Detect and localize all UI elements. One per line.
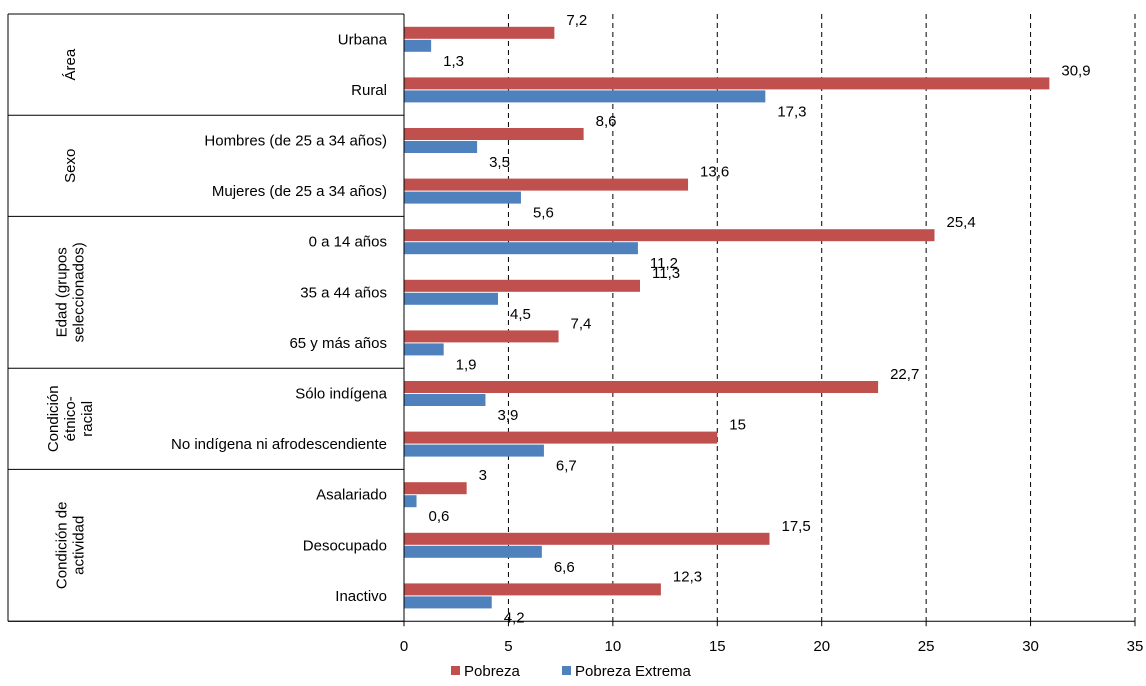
group-label: Sexo — [62, 149, 79, 183]
bar-pobreza-extrema — [404, 39, 432, 52]
data-label-pobreza: 3 — [479, 467, 487, 484]
data-label-pobreza: 11,3 — [652, 265, 680, 282]
x-tick-label: 25 — [918, 638, 935, 655]
data-label-pobreza-extrema: 17,3 — [777, 103, 806, 120]
legend-swatch-pobreza-extrema — [562, 666, 571, 675]
group-label-line: racial — [79, 401, 96, 437]
bar-pobreza-extrema — [404, 545, 542, 558]
legend-label-pobreza-extrema: Pobreza Extrema — [575, 663, 692, 680]
gridlines — [507, 14, 1136, 622]
bar-pobreza-extrema — [404, 242, 638, 255]
data-label-pobreza: 7,2 — [566, 12, 587, 29]
category-label: Mujeres (de 25 a 34 años) — [212, 183, 387, 200]
category-label: Hombres (de 25 a 34 años) — [204, 133, 387, 150]
bar-pobreza — [404, 381, 879, 393]
bar-pobreza — [404, 482, 467, 495]
group-label-line: Sexo — [62, 149, 79, 183]
bar-pobreza — [404, 178, 689, 191]
category-label: 35 a 44 años — [300, 284, 387, 301]
data-label-pobreza: 13,6 — [700, 164, 729, 181]
category-label: Inactivo — [335, 588, 387, 605]
data-label-pobreza-extrema: 4,5 — [510, 306, 531, 323]
bar-pobreza-extrema — [404, 191, 521, 204]
bar-pobreza — [404, 77, 1050, 90]
data-label-pobreza-extrema: 11,2 — [650, 255, 678, 272]
category-label: Rural — [351, 82, 387, 99]
data-label-pobreza-extrema: 1,3 — [443, 53, 464, 70]
group-label: Condición deactividad — [54, 502, 88, 590]
data-label-pobreza-extrema: 3,9 — [497, 407, 518, 424]
bar-pobreza-extrema — [404, 444, 544, 457]
data-label-pobreza: 17,5 — [782, 518, 811, 535]
group-label-line: seleccionados) — [71, 242, 88, 342]
bar-pobreza-extrema — [404, 394, 486, 406]
bar-pobreza — [404, 279, 641, 292]
data-label-pobreza-extrema: 1,9 — [456, 356, 477, 373]
group-label-line: Área — [62, 48, 79, 80]
bar-pobreza-extrema — [404, 292, 498, 305]
x-tick-label: 10 — [605, 638, 622, 655]
category-label: Sólo indígena — [295, 386, 387, 403]
group-label: Área — [62, 48, 79, 80]
bar-pobreza-extrema — [404, 343, 444, 356]
bar-pobreza — [404, 583, 661, 596]
x-tick-label: 15 — [709, 638, 726, 655]
data-label-pobreza-extrema: 0,6 — [429, 508, 450, 525]
data-label-pobreza: 25,4 — [946, 214, 975, 231]
data-labels: 7,2 1,3 30,9 17,3 8,6 3,5 13,6 5,6 25,4 11,211,3 4… — [429, 12, 1091, 627]
data-label-pobreza-extrema: 3,5 — [489, 154, 510, 171]
category-labels: Urbana Rural Hombres (de 25 a 34 años) Muje… — [171, 31, 388, 605]
category-label: Urbana — [338, 31, 388, 48]
bar-pobreza — [404, 330, 559, 343]
data-label-pobreza: 12,3 — [673, 568, 702, 585]
legend-swatch-pobreza — [451, 666, 460, 675]
bar-pobreza-extrema — [404, 495, 417, 508]
group-labels: Área Sexo Edad (gruposseleccionados) Condic… — [7, 13, 404, 622]
bar-pobreza-extrema — [404, 141, 478, 153]
category-label: Desocupado — [303, 537, 387, 554]
data-label-pobreza: 22,7 — [890, 366, 919, 383]
data-label-pobreza-extrema: 5,6 — [533, 205, 554, 222]
data-label-pobreza: 30,9 — [1061, 62, 1090, 79]
bar-pobreza — [404, 229, 935, 242]
group-label-line: actividad — [71, 516, 88, 575]
group-label: Condiciónétnico-racial — [45, 385, 96, 452]
data-label-pobreza: 7,4 — [571, 315, 592, 332]
x-tick-label: 30 — [1022, 638, 1039, 655]
x-tick-label: 20 — [813, 638, 830, 655]
group-label-line: Condición de — [54, 502, 71, 590]
x-tick-label: 35 — [1127, 638, 1144, 655]
bar-pobreza — [404, 532, 770, 545]
category-label: 65 y más años — [289, 335, 387, 352]
legend: Pobreza Pobreza Extrema — [451, 663, 692, 680]
category-label: No indígena ni afrodescendiente — [171, 436, 387, 453]
group-label-line: Edad (grupos — [54, 247, 71, 337]
bars — [404, 26, 1050, 609]
bar-pobreza — [404, 128, 584, 140]
category-label: 0 a 14 años — [309, 234, 387, 251]
group-label: Edad (gruposseleccionados) — [54, 242, 88, 342]
bar-pobreza — [404, 431, 718, 444]
x-tick-label: 5 — [504, 638, 512, 655]
group-label-line: étnico- — [62, 396, 79, 441]
x-tick-label: 0 — [400, 638, 408, 655]
axes: 0 5 10 15 20 25 30 35 — [8, 14, 1143, 655]
data-label-pobreza-extrema: 4,2 — [504, 609, 525, 626]
data-label-pobreza: 15 — [729, 417, 746, 434]
bar-pobreza-extrema — [404, 596, 492, 609]
group-label-line: Condición — [45, 385, 62, 452]
bar-pobreza-extrema — [404, 90, 766, 103]
bar-pobreza — [404, 26, 555, 39]
category-label: Asalariado — [316, 487, 387, 504]
legend-label-pobreza: Pobreza — [464, 663, 521, 680]
data-label-pobreza-extrema: 6,7 — [556, 458, 577, 475]
data-label-pobreza-extrema: 6,6 — [554, 559, 575, 576]
data-label-pobreza: 8,6 — [596, 113, 617, 130]
